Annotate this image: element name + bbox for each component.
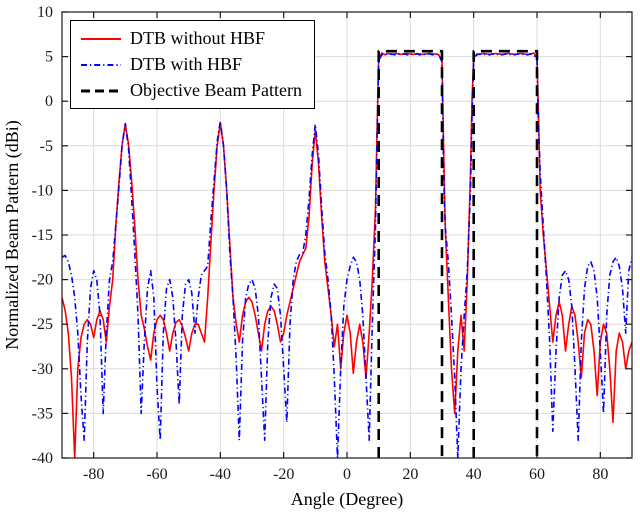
x-tick-label: 60 [529, 466, 545, 483]
y-tick-label: 0 [45, 93, 53, 110]
x-tick-label: -20 [273, 466, 294, 483]
legend-item-1: DTB with HBF [80, 54, 302, 75]
y-tick-label: -25 [32, 316, 53, 333]
tick-labels: -80 -60 -40 -20 0 20 40 60 80 -40 -35 -30 -25 -20 -15 -… [32, 4, 609, 483]
axis-ticks [62, 11, 632, 459]
x-tick-label: 0 [343, 466, 351, 483]
y-tick-label: 10 [37, 4, 53, 21]
x-tick-label: -80 [83, 466, 104, 483]
y-tick-label: -15 [32, 227, 53, 244]
y-tick-label: -35 [32, 405, 53, 422]
y-tick-label: -5 [40, 138, 53, 155]
series-lines [62, 49, 632, 458]
x-axis-label: Angle (Degree) [291, 489, 403, 510]
x-tick-label: -60 [146, 466, 167, 483]
x-tick-label: -40 [210, 466, 231, 483]
legend-label: Objective Beam Pattern [130, 80, 302, 100]
y-tick-label: -30 [32, 361, 53, 378]
series-line-1 [62, 53, 632, 458]
legend: DTB without HBF DTB with HBF Objective Bea… [70, 20, 315, 109]
legend-label: DTB with HBF [130, 54, 243, 74]
legend-item-0: DTB without HBF [80, 28, 302, 49]
y-tick-label: -40 [32, 450, 53, 467]
y-axis-label: Normalized Beam Pattern (dBi) [2, 120, 23, 349]
x-tick-label: 20 [402, 466, 418, 483]
series-line-2 [377, 49, 444, 458]
y-tick-label: -10 [32, 182, 53, 199]
legend-item-2: Objective Beam Pattern [80, 80, 302, 101]
legend-line-sample [81, 89, 121, 92]
series-line-2 [472, 49, 539, 458]
legend-line-sample [81, 37, 121, 40]
legend-line-sample [81, 63, 121, 66]
y-tick-label: 5 [45, 49, 53, 66]
legend-label: DTB without HBF [130, 28, 266, 48]
x-tick-label: 40 [466, 466, 482, 483]
x-tick-label: 80 [592, 466, 608, 483]
y-tick-label: -20 [32, 272, 53, 289]
series-line-0 [62, 52, 632, 458]
